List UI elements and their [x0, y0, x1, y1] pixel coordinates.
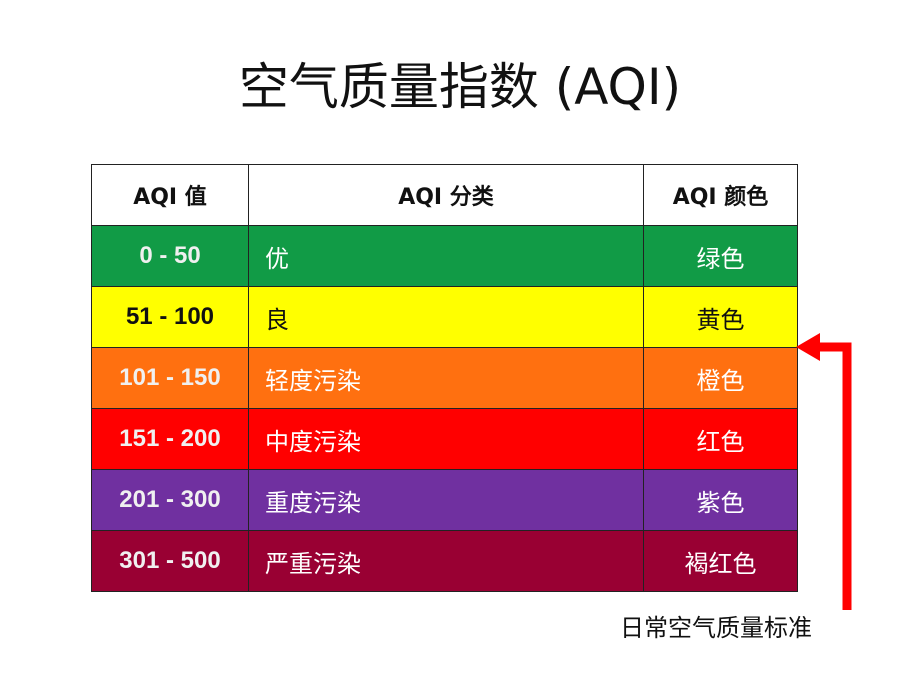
table-row: 0 - 50 优 绿色 — [91, 225, 798, 287]
aqi-color-cell: 褐红色 — [643, 530, 798, 592]
table-row: 201 - 300 重度污染 紫色 — [91, 469, 798, 531]
aqi-range-cell: 51 - 100 — [91, 286, 249, 348]
aqi-category-cell: 轻度污染 — [248, 347, 644, 409]
aqi-color-cell: 绿色 — [643, 225, 798, 287]
table-row: 301 - 500 严重污染 褐红色 — [91, 530, 798, 592]
aqi-category-cell: 优 — [248, 225, 644, 287]
aqi-range-cell: 201 - 300 — [91, 469, 249, 531]
aqi-range-cell: 101 - 150 — [91, 347, 249, 409]
aqi-category-cell: 重度污染 — [248, 469, 644, 531]
aqi-table: AQI 值 AQI 分类 AQI 颜色 0 - 50 优 绿色 51 - 100… — [91, 164, 798, 592]
header-aqi-category: AQI 分类 — [248, 164, 644, 226]
aqi-color-cell: 黄色 — [643, 286, 798, 348]
table-header-row: AQI 值 AQI 分类 AQI 颜色 — [91, 164, 798, 226]
aqi-color-cell: 紫色 — [643, 469, 798, 531]
arrow-path — [816, 342, 852, 610]
aqi-category-cell: 良 — [248, 286, 644, 348]
aqi-color-cell: 橙色 — [643, 347, 798, 409]
aqi-range-cell: 0 - 50 — [91, 225, 249, 287]
arrow-caption: 日常空气质量标准 — [620, 614, 812, 642]
table-row: 101 - 150 轻度污染 橙色 — [91, 347, 798, 409]
aqi-category-cell: 中度污染 — [248, 408, 644, 470]
header-aqi-color: AQI 颜色 — [643, 164, 798, 226]
page-title: 空气质量指数 (AQI) — [238, 58, 682, 116]
arrow-head — [796, 333, 820, 361]
aqi-range-cell: 301 - 500 — [91, 530, 249, 592]
aqi-category-cell: 严重污染 — [248, 530, 644, 592]
red-arrow-icon — [796, 333, 852, 610]
header-aqi-value: AQI 值 — [91, 164, 249, 226]
table-row: 151 - 200 中度污染 红色 — [91, 408, 798, 470]
aqi-range-cell: 151 - 200 — [91, 408, 249, 470]
aqi-color-cell: 红色 — [643, 408, 798, 470]
table-row: 51 - 100 良 黄色 — [91, 286, 798, 348]
